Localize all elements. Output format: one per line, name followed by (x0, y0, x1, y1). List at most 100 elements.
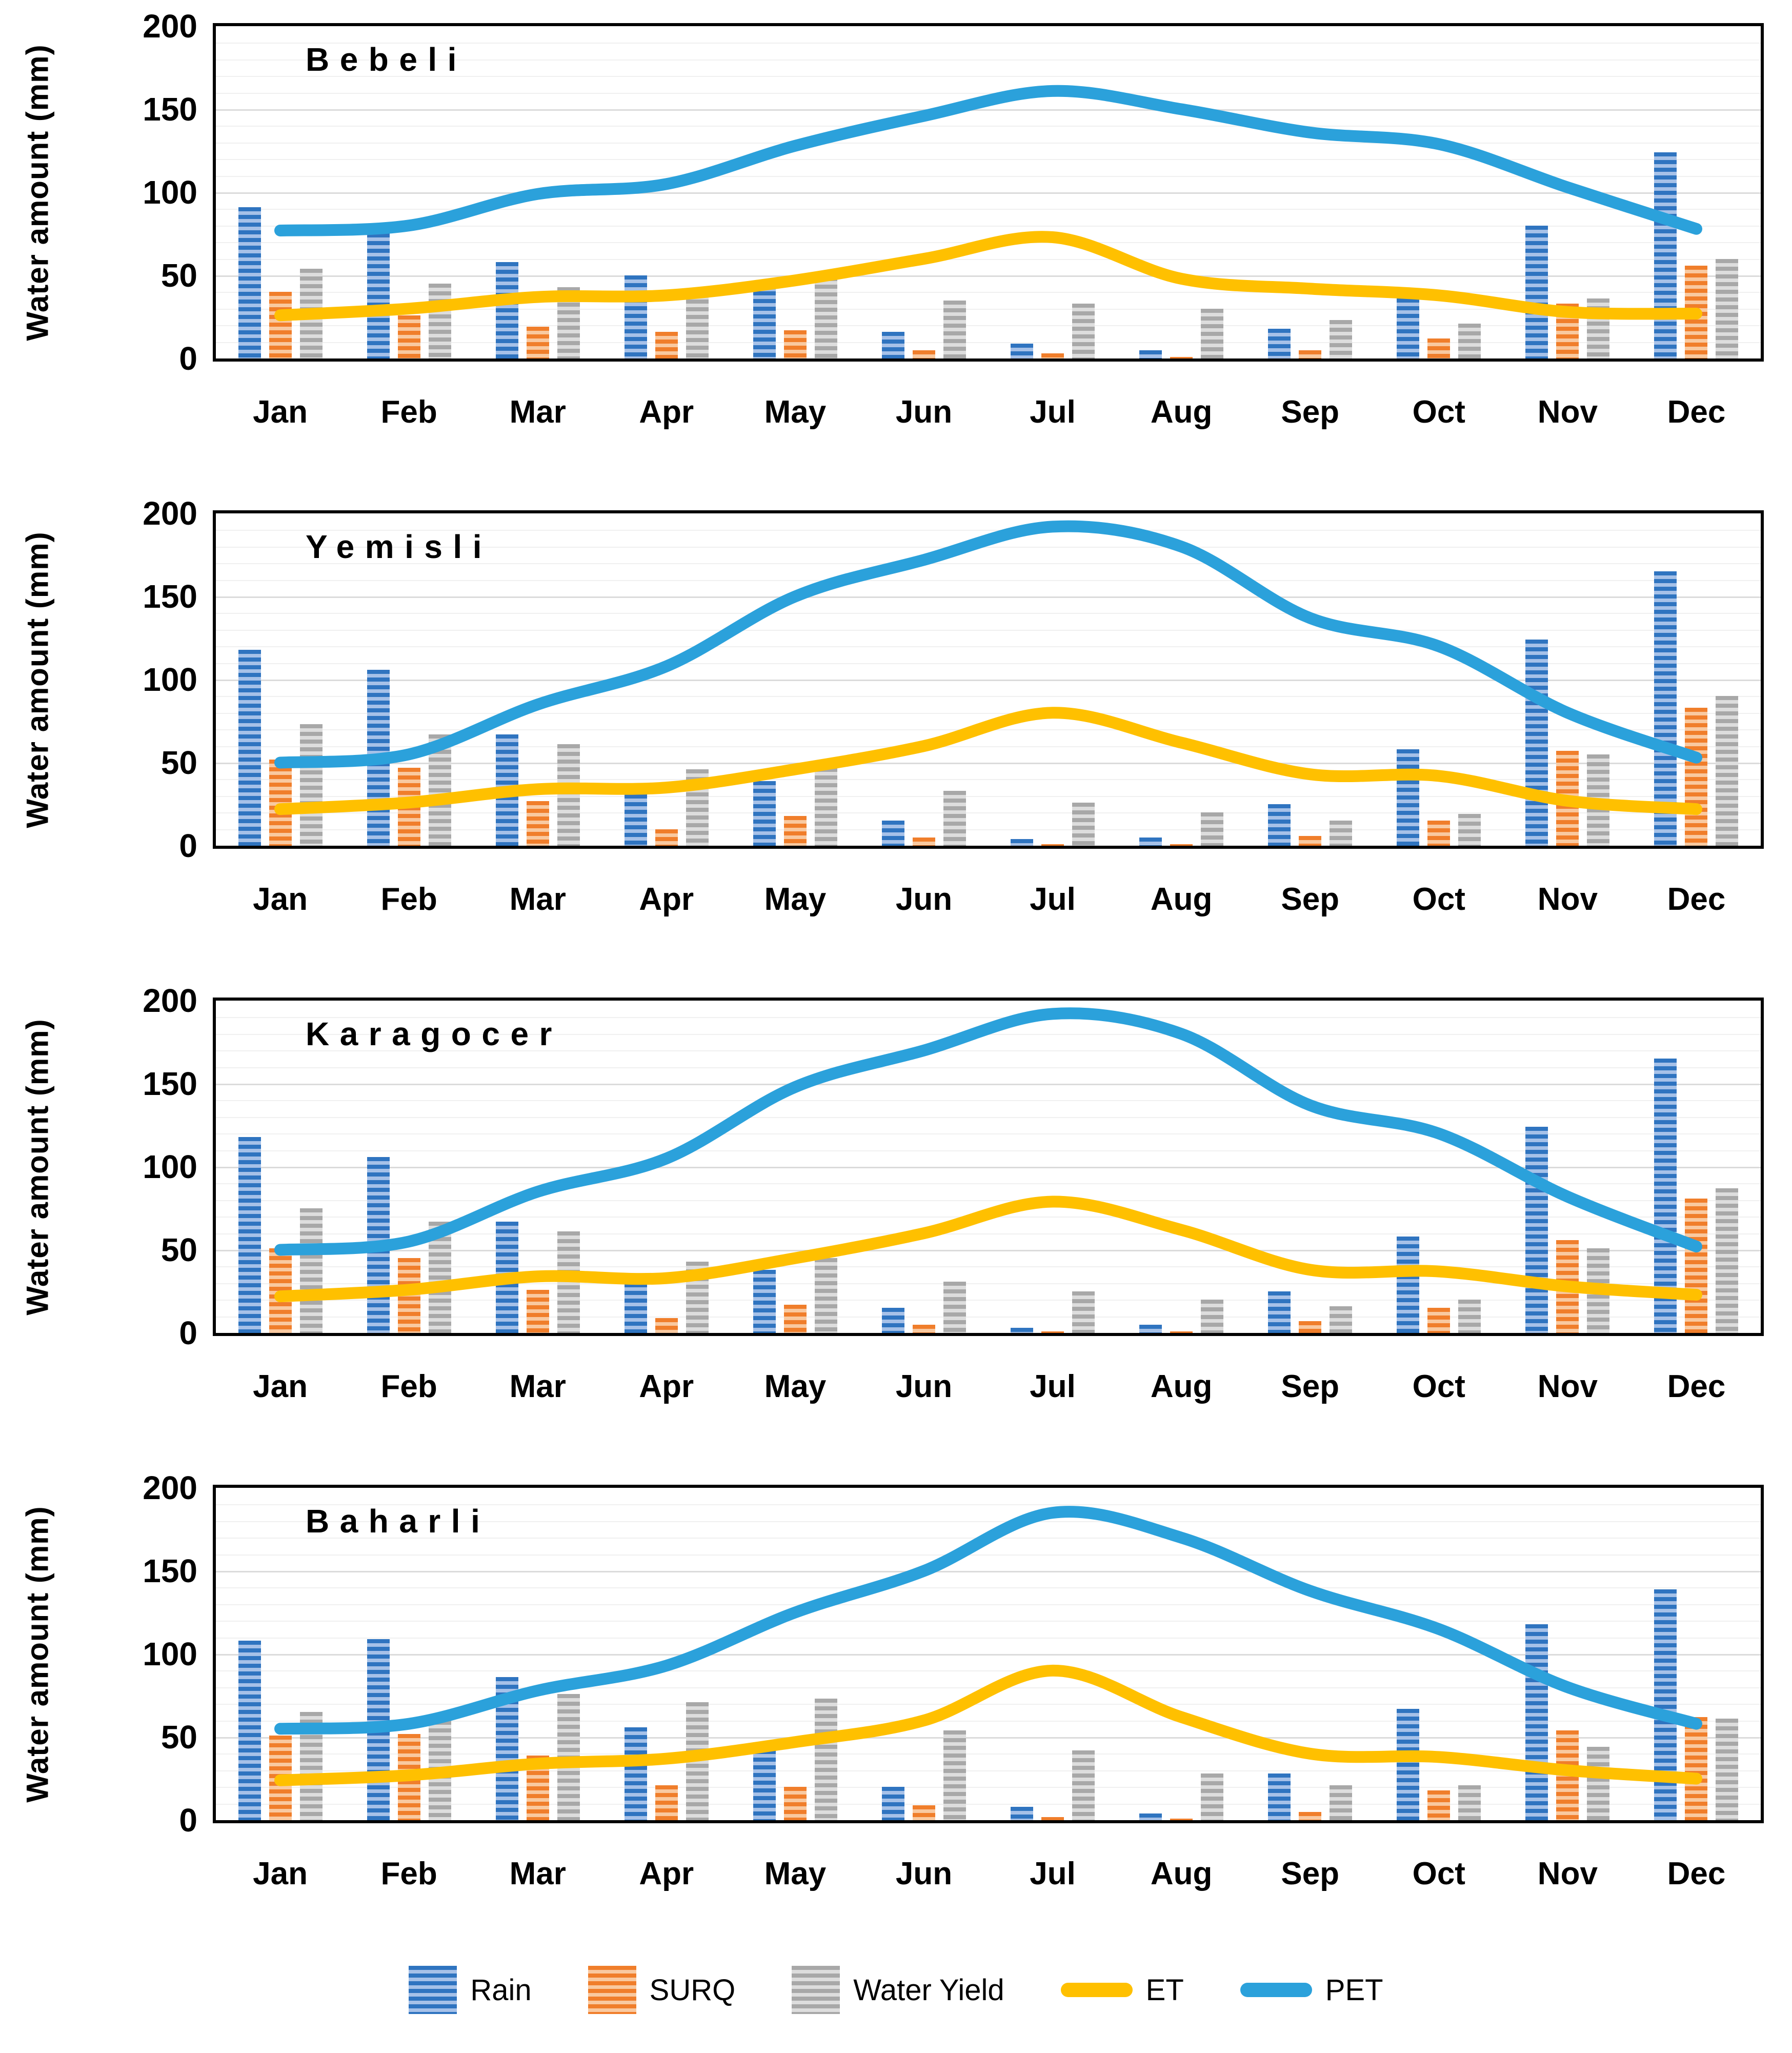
gridline-minor (216, 613, 1761, 614)
gridline-minor (216, 1587, 1761, 1589)
lines-layer (274, 520, 1702, 815)
bar-rain (1397, 298, 1420, 358)
chart-title: Baharli (306, 1503, 491, 1540)
bar-rain (1011, 1807, 1034, 1820)
gridline-minor (216, 1753, 1761, 1755)
plot-inner (216, 1001, 1761, 1333)
legend-label: Rain (470, 1973, 532, 2007)
gridline-minor (216, 175, 1761, 177)
x-tick-label: Feb (380, 882, 437, 917)
bar-rain (753, 781, 776, 846)
gridline-minor (216, 1316, 1761, 1318)
gridline-major (216, 596, 1761, 598)
bar-rain (624, 1283, 647, 1333)
x-tick-label: Mar (509, 882, 566, 917)
bar-surq (1685, 1717, 1708, 1820)
gridline-minor (216, 1604, 1761, 1605)
gridline-minor (216, 43, 1761, 44)
gridline-minor (216, 1233, 1761, 1234)
y-axis-title-text: Water amount (mm) (20, 44, 55, 341)
gridline-major (216, 1737, 1761, 1739)
bar-water-yield (1330, 1306, 1353, 1333)
bar-surq (1299, 835, 1322, 846)
bar-rain (753, 1742, 776, 1820)
gridline-minor (216, 646, 1761, 648)
bar-surq (1299, 1321, 1322, 1333)
x-tick-label: Jul (1030, 1369, 1076, 1404)
et-line (274, 231, 1702, 322)
gridline-minor (216, 629, 1761, 631)
x-tick-label: Sep (1281, 1369, 1340, 1404)
x-tick-label: Dec (1667, 394, 1726, 430)
gridline-major (216, 1571, 1761, 1572)
bar-rain (1654, 571, 1677, 846)
x-tick-label: Aug (1150, 1369, 1213, 1404)
legend-item-surq: SURQ (588, 1966, 735, 2014)
legend-swatch-et-icon (1060, 1983, 1133, 1997)
legend-swatch-water-yield-icon (792, 1966, 840, 2014)
charts-stack: Water amount (mm) Bebeli 0 50 100 150 200 Jan… (14, 8, 1764, 1891)
bar-water-yield (1072, 802, 1095, 846)
plot-area: Baharli (213, 1485, 1764, 1823)
x-tick-label: May (764, 394, 827, 430)
bar-surq (783, 815, 807, 846)
gridline-minor (216, 325, 1761, 327)
gridline-minor (216, 1133, 1761, 1135)
et-line (274, 707, 1702, 815)
bar-surq (526, 801, 549, 846)
gridline-minor (216, 1300, 1761, 1301)
y-axis-title-text: Water amount (mm) (20, 1018, 55, 1315)
bar-rain (1525, 1127, 1548, 1333)
gridline-minor (216, 59, 1761, 61)
gridline-minor (216, 1720, 1761, 1722)
gridline-minor (216, 696, 1761, 697)
bar-rain (624, 794, 647, 846)
bar-water-yield (1458, 1300, 1481, 1333)
pet-line (274, 85, 1702, 236)
bar-rain (1139, 837, 1162, 846)
bar-surq (1427, 338, 1451, 358)
x-tick-label: Jan (253, 882, 308, 917)
gridline-minor (216, 209, 1761, 210)
gridline-minor (216, 1787, 1761, 1788)
x-tick-label: Mar (509, 1856, 566, 1891)
gridline-minor (216, 829, 1761, 830)
x-tick-label: Jun (895, 882, 953, 917)
gridline-minor (216, 292, 1761, 293)
x-tick-label: May (764, 1369, 827, 1404)
bar-surq (912, 350, 935, 358)
x-tick-label: Sep (1281, 394, 1340, 430)
gridline-minor (216, 563, 1761, 565)
bar-rain (1139, 1813, 1162, 1820)
plot-area: Yemisli (213, 510, 1764, 849)
gridline-minor (216, 1150, 1761, 1151)
gridline-minor (216, 92, 1761, 94)
bar-surq (1299, 350, 1322, 358)
bar-water-yield (814, 767, 837, 846)
legend-label: PET (1325, 1973, 1383, 2007)
bar-rain (1011, 343, 1034, 358)
bar-rain (1139, 1324, 1162, 1333)
gridline-minor (216, 1621, 1761, 1622)
bar-rain (495, 262, 518, 358)
x-tick-label: Mar (509, 394, 566, 430)
bar-surq (1041, 1817, 1064, 1820)
bar-water-yield (1072, 1291, 1095, 1333)
bar-rain (1525, 225, 1548, 358)
bar-surq (1685, 1198, 1708, 1333)
gridline-minor (216, 1770, 1761, 1771)
plot-area: Karagocer (213, 998, 1764, 1336)
bar-rain (1268, 328, 1291, 358)
gridline-minor (216, 126, 1761, 127)
bar-surq (1041, 353, 1064, 358)
gridline-major (216, 1654, 1761, 1656)
x-tick-label: May (764, 882, 827, 917)
y-axis-title: Water amount (mm) (14, 998, 61, 1336)
y-tick-label: 50 (160, 257, 197, 294)
x-tick-label: Jan (253, 1369, 308, 1404)
y-tick-label: 100 (143, 1148, 197, 1185)
bar-rain (624, 275, 647, 358)
bar-rain (238, 1137, 261, 1333)
bar-rain (881, 821, 904, 846)
